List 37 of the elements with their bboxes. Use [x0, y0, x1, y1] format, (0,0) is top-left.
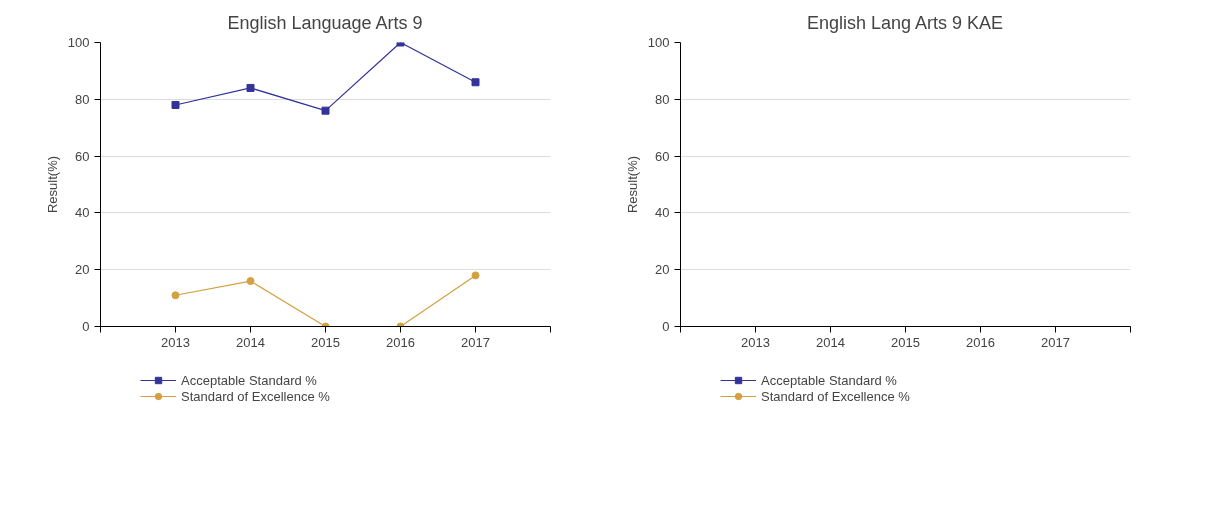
x-tick-label: 2016: [966, 334, 995, 350]
point: [171, 291, 180, 300]
point: [321, 106, 330, 115]
y-tick-label: 60: [655, 148, 670, 164]
y-tick-label: 80: [75, 91, 90, 107]
x-tick-label: 2015: [311, 334, 340, 350]
point: [171, 100, 180, 109]
y-tick-label: 0: [662, 319, 670, 334]
y-tick-label: 40: [655, 205, 670, 221]
x-tick-label: 2017: [461, 334, 490, 350]
x-tick-label: 2016: [386, 334, 415, 350]
point: [246, 83, 255, 92]
legend-label: Standard of Excellence %: [181, 388, 330, 404]
y-tick-label: 0: [82, 319, 90, 334]
y-tick-label: 20: [655, 262, 670, 278]
y-axis-title: Result(%): [624, 155, 640, 214]
x-tick-label: 2014: [236, 334, 265, 350]
y-tick-label: 100: [647, 35, 670, 50]
y-axis-title: Result(%): [44, 155, 60, 214]
legend-label: Acceptable Standard %: [761, 372, 897, 388]
y-tick-label: 40: [75, 205, 90, 221]
x-tick-label: 2017: [1041, 334, 1070, 350]
x-tick-label: 2015: [891, 334, 920, 350]
legend-label: Standard of Excellence %: [761, 388, 910, 404]
y-tick-label: 20: [75, 262, 90, 278]
x-tick-label: 2013: [161, 334, 190, 350]
legend-label: Acceptable Standard %: [181, 372, 317, 388]
y-tick-label: 80: [655, 91, 670, 107]
point: [471, 78, 480, 87]
chart-title: English Lang Arts 9 KAE: [806, 12, 1004, 33]
x-tick-label: 2013: [741, 334, 770, 350]
chart-title: English Language Arts 9: [227, 12, 423, 33]
x-tick-label: 2014: [816, 334, 845, 350]
y-tick-label: 100: [67, 35, 90, 50]
point: [246, 277, 255, 286]
y-tick-label: 60: [75, 148, 90, 164]
point: [471, 271, 480, 280]
